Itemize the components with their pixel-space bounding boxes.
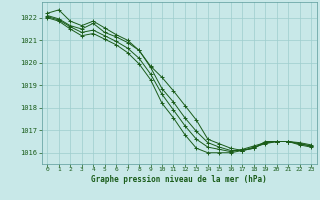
X-axis label: Graphe pression niveau de la mer (hPa): Graphe pression niveau de la mer (hPa) (91, 175, 267, 184)
